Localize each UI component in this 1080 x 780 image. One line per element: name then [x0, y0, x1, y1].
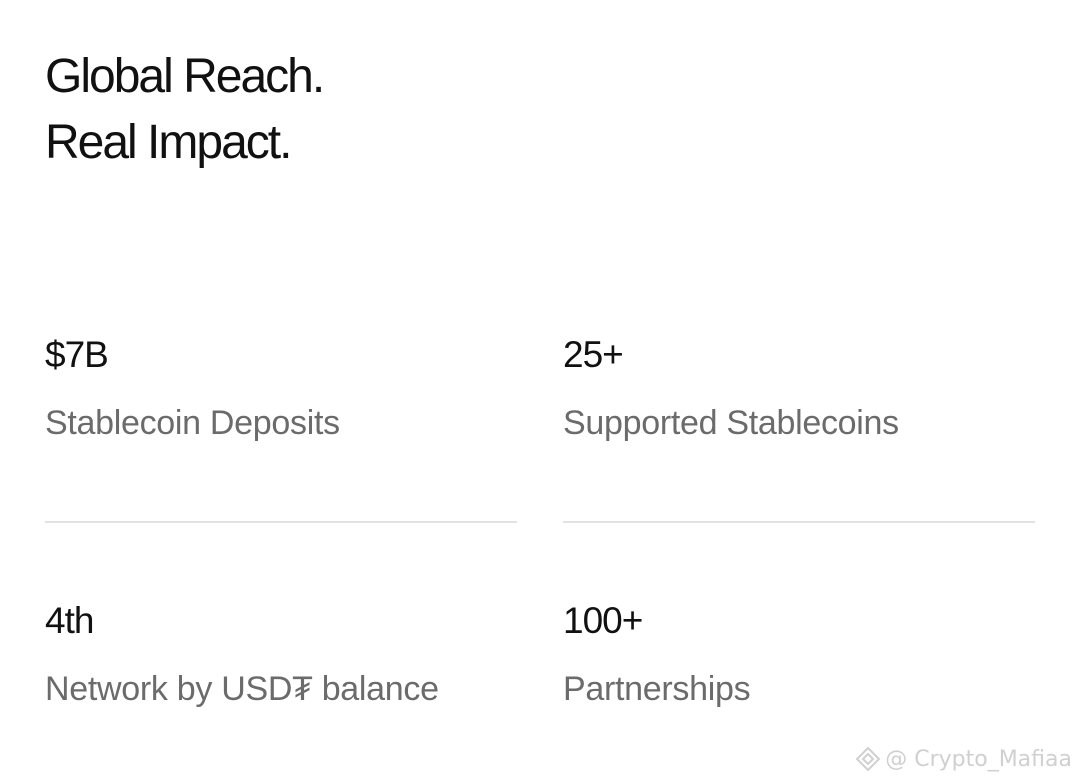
binance-logo-icon — [855, 746, 881, 772]
watermark-text: @ Crypto_Mafiaa — [885, 746, 1072, 772]
stat-deposits: $7B Stablecoin Deposits — [45, 334, 517, 454]
stat-label: Supported Stablecoins — [563, 404, 899, 442]
stat-value: 4th — [45, 600, 94, 641]
stat-partnerships: 100+ Partnerships — [563, 600, 1035, 720]
divider — [563, 521, 1035, 523]
stat-value: 100+ — [563, 600, 643, 641]
title-line-1: Global Reach. — [45, 50, 325, 103]
divider — [45, 521, 517, 523]
stat-value: $7B — [45, 334, 109, 375]
stat-network-rank: 4th Network by USD₮ balance — [45, 600, 517, 720]
page-title: Global Reach. Real Impact. — [45, 44, 325, 176]
stat-label: Partnerships — [563, 670, 751, 708]
stat-stablecoins: 25+ Supported Stablecoins — [563, 334, 1035, 454]
stat-label: Network by USD₮ balance — [45, 670, 439, 708]
stat-value: 25+ — [563, 334, 624, 375]
watermark: @ Crypto_Mafiaa — [855, 746, 1072, 772]
stat-label: Stablecoin Deposits — [45, 404, 340, 442]
title-line-2: Real Impact. — [45, 116, 292, 169]
